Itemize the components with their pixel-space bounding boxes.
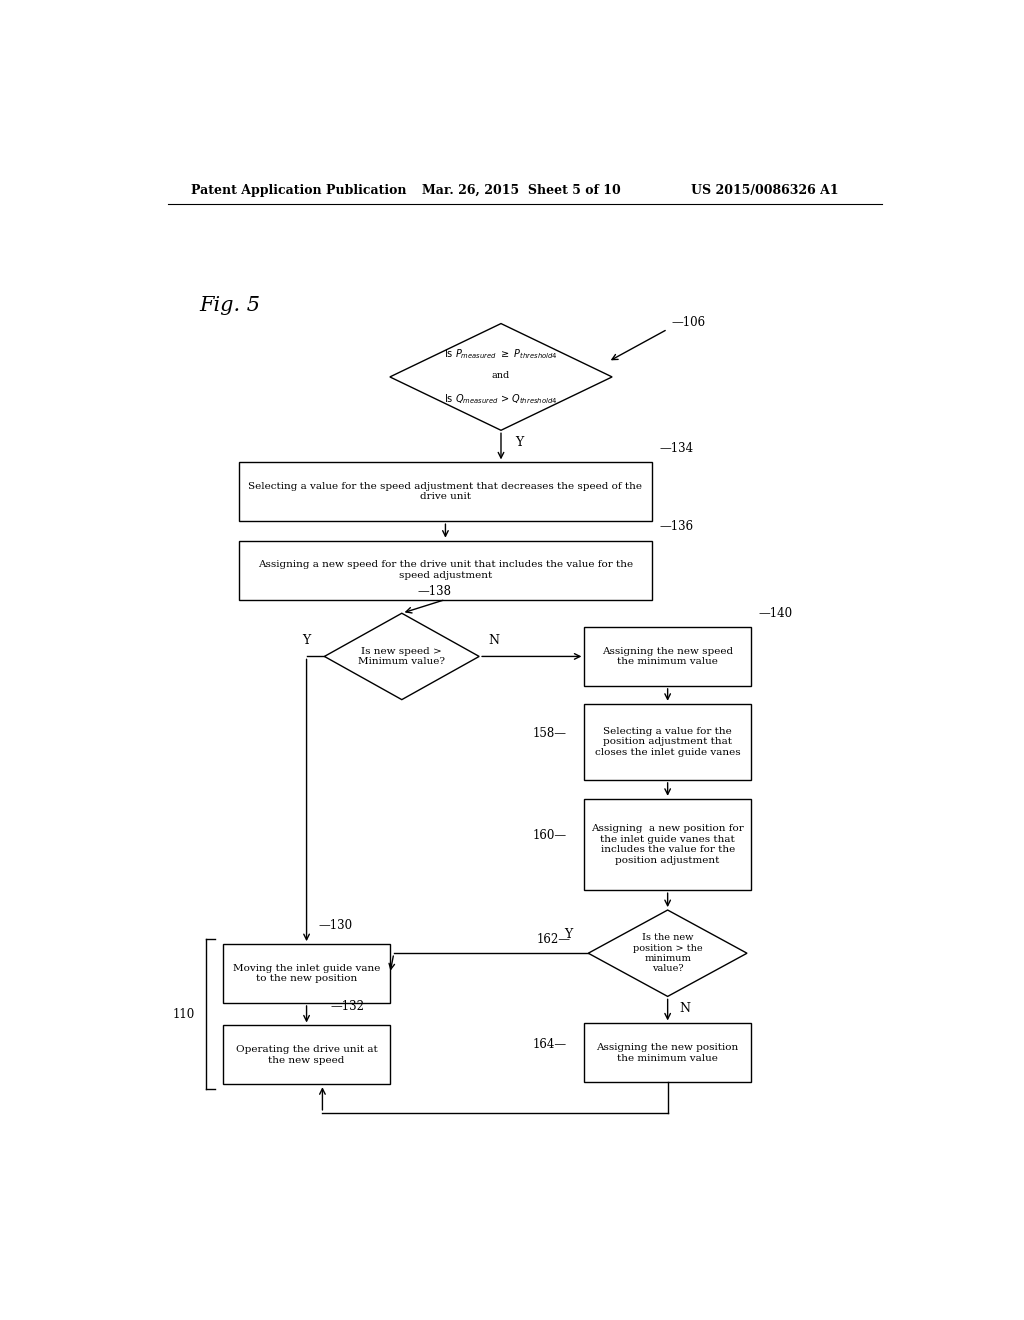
Text: and: and [492,371,510,380]
Text: 158—: 158— [532,727,566,739]
Text: 164—: 164— [532,1038,567,1051]
Text: Is $Q_{measured}$ > $Q_{threshold4}$: Is $Q_{measured}$ > $Q_{threshold4}$ [444,392,558,407]
Text: 160—: 160— [532,829,567,842]
Text: Selecting a value for the speed adjustment that decreases the speed of the
drive: Selecting a value for the speed adjustme… [249,482,642,502]
Text: —140: —140 [759,607,793,620]
Text: Is $P_{measured}$ $\geq$ $P_{threshold4}$: Is $P_{measured}$ $\geq$ $P_{threshold4}… [444,347,558,362]
Text: —136: —136 [659,520,694,533]
Text: Y: Y [564,928,572,941]
Text: Y: Y [515,437,523,449]
Bar [240,462,652,521]
Text: Operating the drive unit at
the new speed: Operating the drive unit at the new spee… [236,1045,378,1064]
Text: Moving the inlet guide vane
to the new position: Moving the inlet guide vane to the new p… [232,964,380,983]
Text: N: N [488,634,500,647]
Text: Y: Y [302,634,310,647]
Text: Assigning the new position
the minimum value: Assigning the new position the minimum v… [597,1043,738,1063]
Bar [240,541,652,599]
Text: —106: —106 [672,315,706,329]
Bar [585,1023,751,1082]
Text: —130: —130 [318,919,352,932]
Text: US 2015/0086326 A1: US 2015/0086326 A1 [691,183,839,197]
Text: N: N [680,1002,690,1015]
Text: 110: 110 [172,1007,195,1020]
Text: Mar. 26, 2015  Sheet 5 of 10: Mar. 26, 2015 Sheet 5 of 10 [422,183,621,197]
Text: Patent Application Publication: Patent Application Publication [191,183,407,197]
Text: Is new speed >
Minimum value?: Is new speed > Minimum value? [358,647,445,667]
Bar [585,799,751,890]
Bar [585,627,751,686]
Bar [223,944,390,1003]
Text: Fig. 5: Fig. 5 [200,296,260,315]
Text: —134: —134 [659,442,694,455]
Text: —138: —138 [418,585,452,598]
Text: Assigning a new speed for the drive unit that includes the value for the
speed a: Assigning a new speed for the drive unit… [258,561,633,579]
Text: Assigning  a new position for
the inlet guide vanes that
includes the value for : Assigning a new position for the inlet g… [591,825,744,865]
Text: Selecting a value for the
position adjustment that
closes the inlet guide vanes: Selecting a value for the position adjus… [595,727,740,756]
Bar [223,1026,390,1084]
Text: Is the new
position > the
minimum
value?: Is the new position > the minimum value? [633,933,702,973]
Text: 162—: 162— [537,933,570,946]
Bar [585,704,751,780]
Text: Assigning the new speed
the minimum value: Assigning the new speed the minimum valu… [602,647,733,667]
Text: —132: —132 [331,1001,365,1014]
